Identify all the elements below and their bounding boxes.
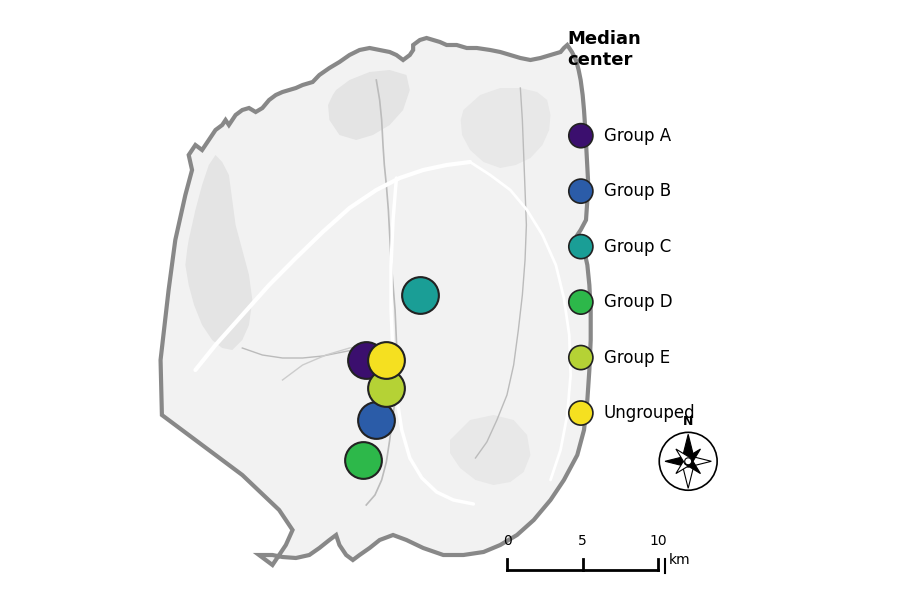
Text: Ungrouped: Ungrouped: [604, 404, 696, 422]
Point: [379, 383, 393, 393]
Polygon shape: [676, 458, 691, 473]
Polygon shape: [160, 38, 590, 565]
Polygon shape: [676, 449, 691, 464]
Text: Group D: Group D: [604, 293, 672, 311]
Polygon shape: [681, 461, 695, 488]
Text: Group A: Group A: [604, 127, 670, 145]
Point: [379, 355, 393, 365]
Point: [412, 290, 427, 300]
Text: Group B: Group B: [604, 182, 670, 200]
Polygon shape: [685, 449, 700, 464]
Polygon shape: [185, 155, 252, 350]
Polygon shape: [681, 434, 695, 461]
Point: [356, 455, 370, 465]
Circle shape: [569, 290, 593, 314]
Point: [369, 415, 383, 425]
Text: 5: 5: [579, 534, 587, 548]
Text: 0: 0: [503, 534, 512, 548]
Text: Median
center: Median center: [568, 30, 642, 69]
Text: km: km: [669, 553, 690, 567]
Circle shape: [569, 401, 593, 425]
Text: 10: 10: [649, 534, 667, 548]
Polygon shape: [665, 455, 688, 467]
Circle shape: [569, 235, 593, 259]
Polygon shape: [328, 70, 410, 140]
Circle shape: [685, 458, 692, 465]
Polygon shape: [685, 458, 700, 473]
Point: [359, 355, 374, 365]
Polygon shape: [450, 415, 530, 485]
Text: Group E: Group E: [604, 349, 670, 367]
Circle shape: [569, 346, 593, 370]
Circle shape: [569, 124, 593, 148]
Circle shape: [569, 179, 593, 203]
Text: Group C: Group C: [604, 238, 671, 256]
Text: N: N: [683, 415, 693, 429]
Polygon shape: [688, 455, 711, 467]
Polygon shape: [461, 88, 551, 168]
